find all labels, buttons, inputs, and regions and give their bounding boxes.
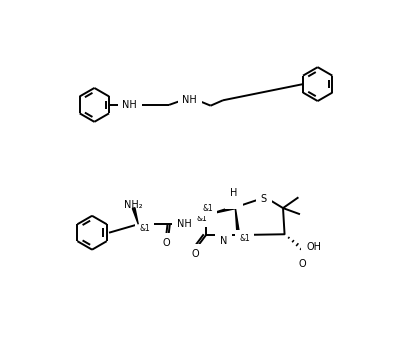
Text: &1: &1 (202, 204, 213, 213)
Text: NH₂: NH₂ (124, 200, 143, 210)
Text: &1: &1 (196, 214, 207, 223)
Text: O: O (163, 238, 171, 248)
Text: NH: NH (122, 100, 137, 110)
Text: NH: NH (177, 219, 192, 229)
Text: &1: &1 (139, 224, 150, 232)
Text: &1: &1 (239, 234, 250, 243)
Text: &1: &1 (228, 196, 239, 205)
Text: H: H (230, 189, 237, 198)
Text: OH: OH (306, 242, 322, 252)
Polygon shape (206, 206, 236, 215)
Text: O: O (299, 259, 306, 269)
Text: NH: NH (182, 95, 197, 105)
Text: O: O (191, 248, 199, 259)
Text: N: N (220, 236, 227, 246)
Polygon shape (132, 208, 138, 224)
Text: S: S (261, 194, 267, 204)
Polygon shape (235, 207, 239, 235)
